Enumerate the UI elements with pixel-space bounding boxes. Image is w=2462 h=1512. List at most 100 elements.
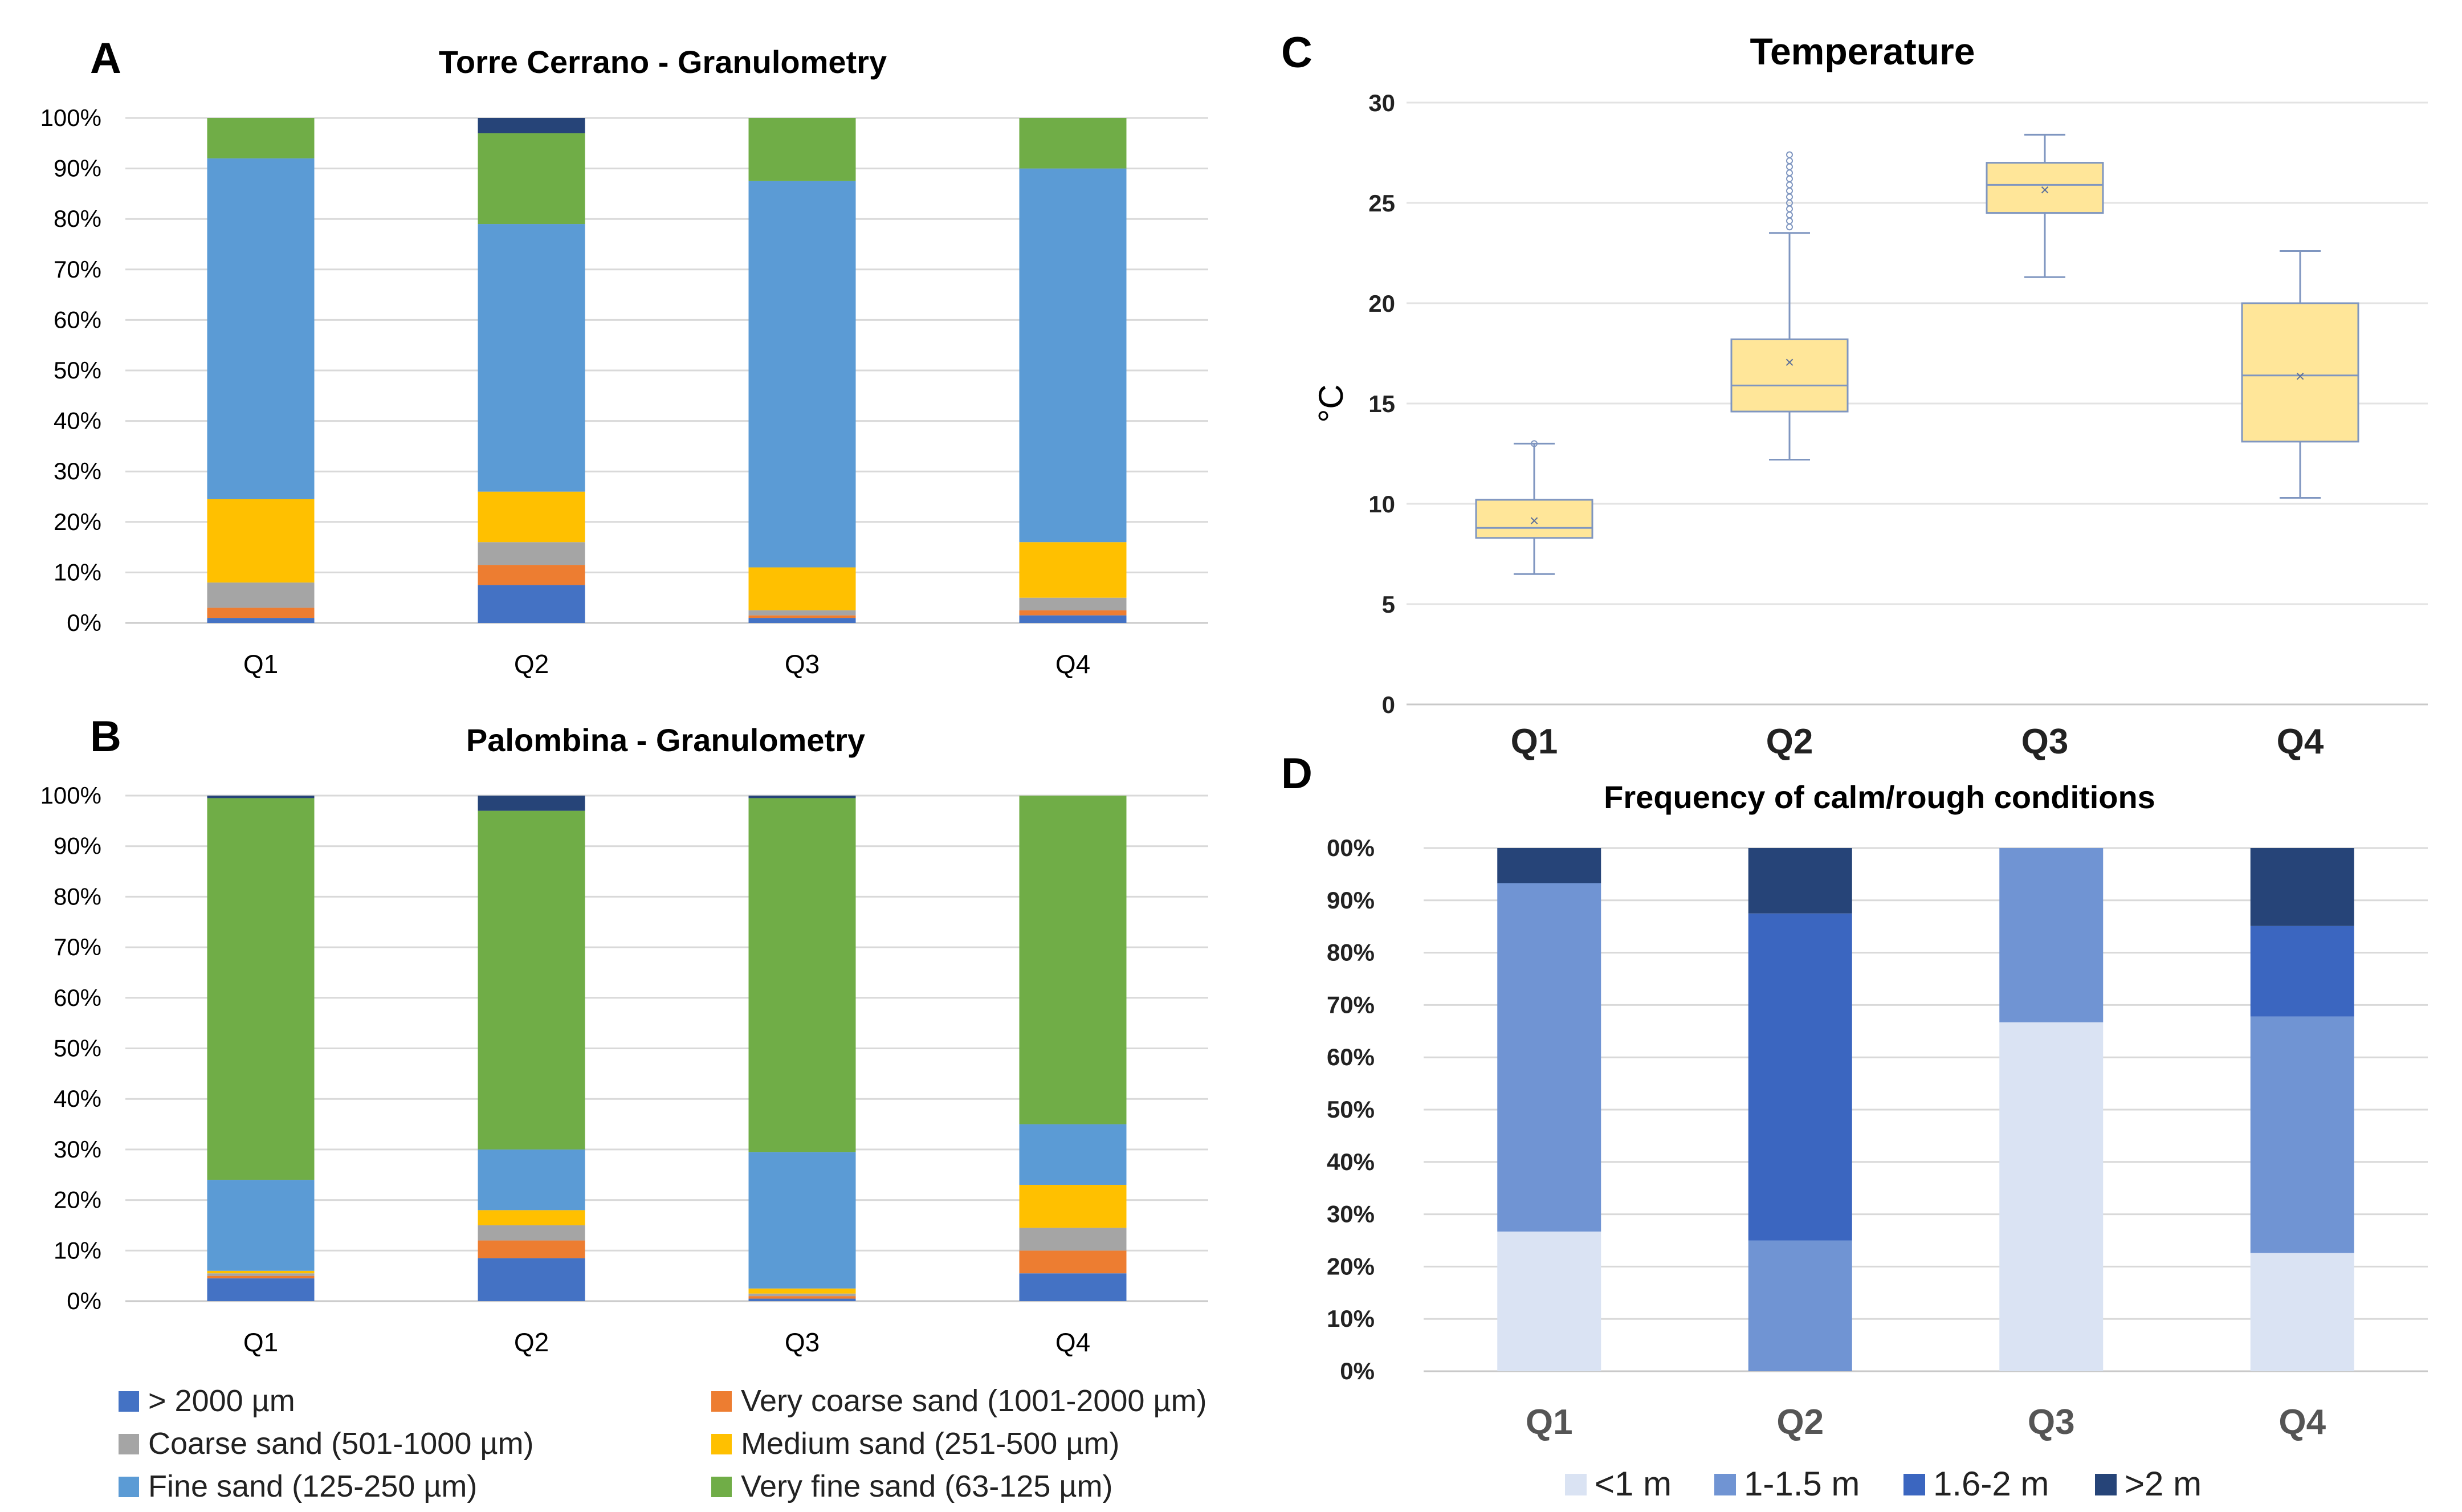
- bar-segment: [207, 158, 315, 499]
- chart-a-title: Torre Cerrano - Granulometry: [439, 44, 887, 80]
- bar-segment: [748, 181, 856, 568]
- y-tick-label: 20%: [54, 508, 101, 535]
- y-tick-label: 80%: [1327, 939, 1375, 966]
- chart-c-ylabel: °C: [1312, 384, 1350, 422]
- bar-segment: [478, 796, 585, 811]
- y-tick-label: 10%: [1327, 1305, 1375, 1332]
- y-tick-label: 90%: [54, 833, 101, 859]
- bar-segment: [478, 1149, 585, 1211]
- x-category-label: Q3: [2021, 722, 2069, 761]
- y-tick-label: 10%: [54, 559, 101, 585]
- y-tick-label: 60%: [54, 306, 101, 333]
- x-category-label: Q2: [514, 1327, 549, 1357]
- y-tick-label: 30: [1368, 89, 1395, 116]
- bar-segment: [748, 118, 856, 181]
- legend-swatch-lt1m: [1565, 1474, 1587, 1495]
- x-category-label: Q1: [243, 1327, 278, 1357]
- bar-segment: [1019, 542, 1127, 598]
- chart-b-title: Palombina - Granulometry: [466, 722, 865, 758]
- x-category-label: Q3: [785, 649, 820, 679]
- mean-marker: ×: [2040, 181, 2049, 198]
- x-category-label: Q4: [2277, 722, 2324, 761]
- legend-swatch-very-coarse: [711, 1391, 732, 1412]
- bar-segment: [478, 542, 585, 565]
- chart-a: 0% 10% 20% 30% 40% 50% 60% 70% 80% 90% 100% Q1 Q2 Q3 Q…: [40, 104, 1208, 679]
- legend-swatch-1-1.5m: [1714, 1474, 1736, 1495]
- bar-segment: [207, 1270, 315, 1274]
- x-category-label: Q3: [2028, 1403, 2075, 1442]
- y-tick-label: 30%: [54, 458, 101, 484]
- bar-segment: [748, 567, 856, 610]
- x-category-label: Q2: [1766, 722, 1813, 761]
- y-tick-label: 10: [1368, 491, 1395, 517]
- bar-segment: [207, 1180, 315, 1271]
- legend-swatch-coarse: [119, 1434, 139, 1454]
- chart-d-title: Frequency of calm/rough conditions: [1604, 779, 2155, 815]
- y-tick-label: 60%: [54, 984, 101, 1011]
- legend-swatch-medium: [711, 1434, 732, 1454]
- bar-segment: [478, 1210, 585, 1225]
- x-category-label: Q4: [2278, 1403, 2326, 1442]
- bar-segment: [207, 1275, 315, 1279]
- bar-segment: [1999, 848, 2104, 1022]
- bar-segment: [207, 608, 315, 618]
- bar-segment: [1019, 1124, 1127, 1185]
- legend-label-lt1m: <1 m: [1595, 1465, 1672, 1503]
- x-category-label: Q1: [1511, 722, 1558, 761]
- bar-segment: [207, 798, 315, 1180]
- bar-segment: [478, 1225, 585, 1241]
- y-tick-label: 80%: [54, 883, 101, 910]
- bar-segment: [478, 1240, 585, 1258]
- bar-segment: [207, 618, 315, 623]
- legend-label-gt2m: >2 m: [2125, 1465, 2202, 1503]
- bar-segment: [478, 224, 585, 492]
- y-tick-label: 0%: [67, 609, 101, 636]
- legend-label-gt2000: > 2000 µm: [148, 1384, 295, 1418]
- legend-swatch-1.6-2m: [1903, 1474, 1925, 1495]
- bar-segment: [478, 1258, 585, 1301]
- y-tick-label: 40%: [54, 1085, 101, 1112]
- y-tick-label: 70%: [54, 934, 101, 960]
- y-tick-label: 80%: [54, 205, 101, 232]
- bar-segment: [478, 585, 585, 623]
- legend-label-1.6-2m: 1.6-2 m: [1933, 1465, 2049, 1503]
- y-tick-label: 40%: [1327, 1148, 1375, 1175]
- y-tick-label: 10%: [54, 1237, 101, 1264]
- bar-segment: [478, 118, 585, 133]
- box: [1730, 338, 1849, 413]
- bar-segment: [748, 796, 856, 798]
- y-tick-label: 20: [1368, 290, 1395, 317]
- y-tick-label: 60%: [1327, 1044, 1375, 1070]
- chart-b: 0% 10% 20% 30% 40% 50% 60% 70% 80% 90% 100% Q1 Q2 Q3 Q…: [40, 782, 1208, 1357]
- legend-swatch-very-fine: [711, 1477, 732, 1497]
- panel-letter-b: B: [90, 712, 121, 761]
- bar-segment: [748, 798, 856, 1152]
- bar-segment: [1019, 1228, 1127, 1251]
- y-tick-label: 70%: [1327, 991, 1375, 1018]
- box: [1475, 499, 1593, 539]
- legend-label-fine: Fine sand (125-250 µm): [148, 1469, 477, 1503]
- legend-label-coarse: Coarse sand (501-1000 µm): [148, 1427, 533, 1461]
- mean-marker: ×: [1785, 353, 1794, 371]
- bar-segment: [478, 133, 585, 225]
- y-tick-label: 100%: [40, 782, 101, 809]
- outlier-point: [1786, 151, 1793, 158]
- bar-segment: [2250, 848, 2354, 926]
- bar-segment: [748, 1293, 856, 1297]
- y-tick-label: 00%: [1327, 834, 1375, 861]
- bar-segment: [478, 565, 585, 585]
- bar-segment: [207, 499, 315, 583]
- bar-segment: [207, 796, 315, 798]
- y-tick-label: 50%: [1327, 1096, 1375, 1123]
- bar-segment: [748, 1296, 856, 1299]
- bar-segment: [1019, 597, 1127, 610]
- bar-segment: [207, 118, 315, 158]
- bar-segment: [1019, 1273, 1127, 1301]
- legend-label-1-1.5m: 1-1.5 m: [1744, 1465, 1860, 1503]
- chart-c-title: Temperature: [1750, 30, 1975, 72]
- bar-segment: [1019, 118, 1127, 169]
- bar-segment: [1748, 848, 1852, 914]
- y-tick-label: 15: [1368, 390, 1395, 417]
- y-tick-label: 25: [1368, 190, 1395, 217]
